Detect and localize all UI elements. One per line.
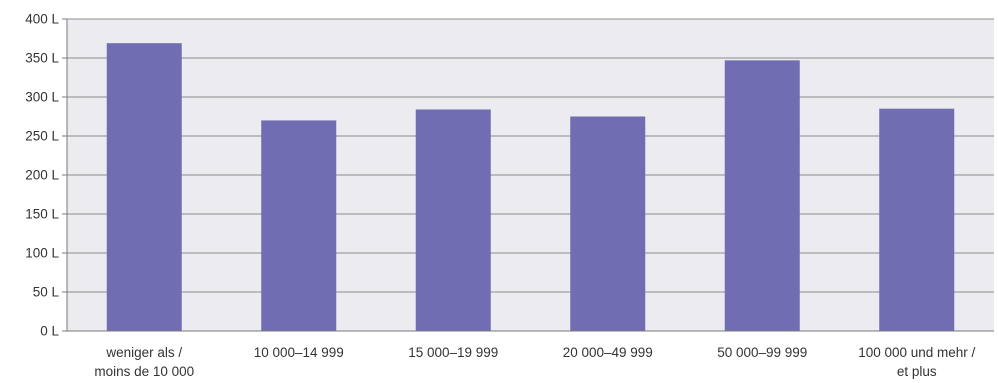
x-tick-label-line: moins de 10 000 (94, 364, 194, 379)
x-tick-label-line: 20 000–49 999 (563, 345, 653, 360)
bar (415, 109, 491, 331)
y-axis: 0 L 50 L 100 L 150 L 200 L 250 L 300 L 350 L 400… (25, 12, 68, 339)
y-tick-label: 250 L (25, 129, 59, 144)
bar (879, 108, 955, 331)
bar (724, 60, 800, 332)
x-tick-label: 50 000–99 999 (717, 345, 807, 360)
y-tick-label: 400 L (25, 12, 59, 27)
x-tick-label: 100 000 und mehr / et plus (858, 345, 975, 379)
x-tick-label-line: et plus (897, 364, 937, 379)
gridlines (67, 18, 994, 293)
x-tick-label-line: 10 000–14 999 (254, 345, 344, 360)
y-tick-label: 200 L (25, 168, 59, 183)
y-tick-label: 350 L (25, 51, 59, 66)
x-tick-label: 10 000–14 999 (254, 345, 344, 360)
y-tick-label: 100 L (25, 246, 59, 261)
x-axis: weniger als / moins de 10 000 10 000–14 99… (62, 330, 994, 379)
x-tick-label-line: weniger als / (105, 345, 182, 360)
bar (106, 43, 182, 332)
x-tick-label-line: 50 000–99 999 (717, 345, 807, 360)
x-tick-label-line: 100 000 und mehr / (858, 345, 975, 360)
x-tick-label-line: 15 000–19 999 (408, 345, 498, 360)
bars (106, 43, 955, 332)
y-tick-label: 150 L (25, 207, 59, 222)
y-tick-label: 50 L (33, 285, 60, 300)
y-tick-label: 0 L (40, 324, 59, 339)
x-tick-label: weniger als / moins de 10 000 (94, 345, 194, 379)
bar (261, 120, 337, 332)
x-tick-label: 15 000–19 999 (408, 345, 498, 360)
x-tick-label: 20 000–49 999 (563, 345, 653, 360)
y-tick-label: 300 L (25, 90, 59, 105)
bar (570, 116, 646, 331)
